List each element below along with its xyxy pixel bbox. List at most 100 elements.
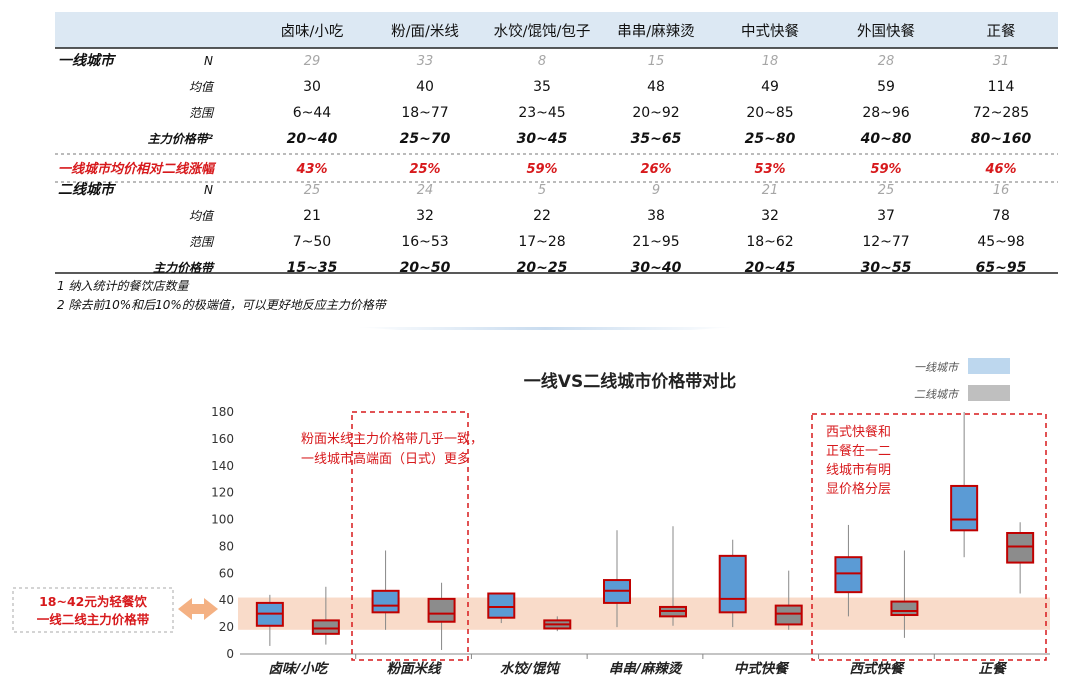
y-tick-label: 40: [219, 593, 234, 607]
table-cell: 15: [648, 54, 665, 69]
group-label: 二线城市: [58, 181, 117, 198]
table-cell: 29: [304, 54, 321, 69]
y-tick-label: 140: [211, 459, 234, 473]
table-cell: 8: [538, 54, 546, 69]
table-cell: 30~45: [517, 131, 568, 147]
table-cell: 25~80: [745, 131, 796, 147]
table-cell: 12~77: [862, 234, 909, 250]
table-cell: 32: [761, 208, 779, 224]
row-label: 范围: [189, 235, 215, 249]
table-cell: 20~25: [517, 260, 568, 276]
group-label: 一线城市: [58, 52, 117, 69]
x-tick-label: 水饺/馄饨: [500, 661, 561, 677]
col-header: 正餐: [987, 23, 1016, 40]
legend-swatch: [968, 385, 1010, 401]
row-label: 主力价格带²: [148, 132, 214, 146]
box: [311, 619, 340, 635]
table-cell: 28~96: [862, 105, 909, 121]
table-cell: 72~285: [973, 105, 1029, 121]
table-cell: 20~45: [745, 260, 796, 276]
table-cell: 40~80: [860, 131, 912, 147]
y-tick-label: 160: [211, 432, 234, 446]
legend-label: 二线城市: [914, 388, 960, 401]
box: [834, 556, 863, 594]
table-cell: 21: [303, 208, 321, 224]
col-header: 卤味/小吃: [281, 23, 344, 40]
row-label: 范围: [189, 106, 215, 120]
x-tick-label: 西式快餐: [849, 661, 905, 677]
col-header: 中式快餐: [741, 23, 799, 40]
table-cell: 28: [878, 54, 895, 69]
table-cell: 18~62: [746, 234, 793, 250]
col-header: 外国快餐: [857, 23, 915, 40]
row-label: 均值: [189, 209, 215, 223]
table-cell: 32: [416, 208, 434, 224]
table-cell: 20~40: [287, 131, 338, 147]
y-tick-label: 80: [219, 539, 234, 553]
transition-arrow: [355, 327, 735, 330]
table-cell: 30~55: [861, 260, 912, 276]
annotation-western: 西式快餐和: [826, 424, 891, 440]
y-tick-label: 60: [219, 566, 234, 580]
annotation-noodles: 一线城市高端面（日式）更多: [301, 451, 470, 467]
table-cell: 16~53: [401, 234, 448, 250]
box: [890, 600, 919, 617]
row-label: 均值: [189, 80, 215, 94]
row-label: 主力价格带: [153, 261, 215, 275]
col-header: 粉/面/米线: [391, 23, 459, 40]
y-tick-label: 120: [211, 486, 234, 500]
y-tick-label: 20: [219, 620, 234, 634]
footnote: 1 纳入统计的餐饮店数量: [57, 279, 189, 293]
table-cell: 5: [538, 183, 546, 198]
table-cell: 38: [647, 208, 665, 224]
chart-title: 一线VS二线城市价格带对比: [524, 371, 736, 392]
table-cell: 21~95: [632, 234, 679, 250]
footnote: 2 除去前10%和后10%的极端值，可以更好地反应主力价格带: [57, 298, 388, 312]
table-cell: 114: [988, 79, 1015, 95]
table-cell: 40: [416, 79, 434, 95]
box: [1006, 532, 1035, 564]
table-cell: 18~77: [401, 105, 448, 121]
increase-label: 一线城市均价相对二线涨幅: [58, 161, 217, 177]
y-tick-label: 100: [211, 513, 234, 527]
double-arrow-icon: [178, 598, 218, 620]
table-cell: 80~160: [971, 131, 1032, 147]
table-header-bg: [55, 12, 1058, 48]
x-tick-label: 串串/麻辣烫: [609, 661, 683, 677]
box: [774, 604, 803, 626]
col-header: 水饺/馄饨/包子: [494, 22, 591, 40]
box: [371, 589, 400, 614]
table-cell: 18: [762, 54, 779, 69]
table-cell: 30: [303, 79, 321, 95]
table-cell: 22: [533, 208, 551, 224]
highlight-box-western-formal: [811, 413, 1047, 661]
increase-cell: 53%: [754, 162, 785, 177]
annotation-western: 显价格分层: [826, 481, 891, 497]
table-cell: 30~40: [631, 260, 682, 276]
increase-cell: 59%: [870, 162, 901, 177]
band-callout-line1: 18~42元为轻餐饮: [39, 594, 147, 609]
table-cell: 45~98: [977, 234, 1024, 250]
table-cell: 20~50: [400, 260, 451, 276]
row-label: N: [204, 183, 213, 197]
price-band: [238, 597, 1050, 630]
table-cell: 25: [304, 183, 321, 198]
x-tick-label: 粉面米线: [387, 661, 442, 677]
increase-cell: 59%: [526, 162, 557, 177]
box: [950, 484, 979, 532]
legend-swatch: [968, 358, 1010, 374]
x-tick-label: 卤味/小吃: [268, 661, 329, 677]
annotation-western: 线城市有明: [826, 462, 891, 478]
increase-cell: 25%: [409, 162, 440, 177]
increase-cell: 26%: [640, 162, 671, 177]
table-cell: 48: [647, 79, 665, 95]
increase-cell: 46%: [984, 162, 1016, 177]
x-tick-label: 中式快餐: [734, 661, 790, 677]
table-cell: 15~35: [287, 260, 338, 276]
table-cell: 24: [417, 183, 434, 198]
table-cell: 25~70: [400, 131, 451, 147]
table-cell: 6~44: [293, 105, 332, 121]
table-cell: 9: [652, 183, 660, 198]
